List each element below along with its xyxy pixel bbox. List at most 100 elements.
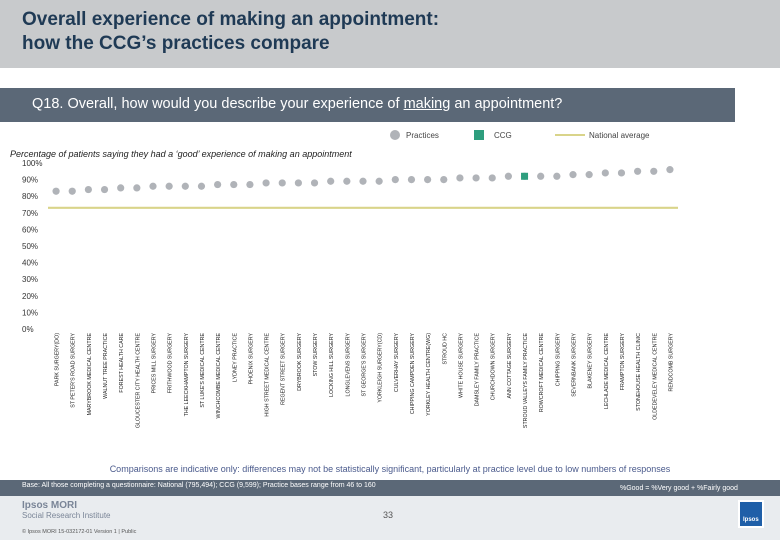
category-label: PARK SURGERY(DO) — [55, 333, 61, 386]
logo-line-1: Ipsos MORI — [22, 500, 78, 511]
practice-point — [52, 187, 60, 195]
category-label: SEVERNBANK SURGERY — [572, 333, 578, 397]
practice-point — [181, 182, 189, 190]
practice-point — [117, 184, 125, 192]
y-tick-label: 10% — [22, 308, 38, 317]
practice-point — [650, 167, 658, 175]
category-label: LYDNEY PRACTICE — [232, 333, 238, 382]
y-tick-label: 30% — [22, 275, 38, 284]
legend-practice-dot — [390, 130, 400, 140]
legend-practices-label: Practices — [406, 131, 439, 140]
category-label: REGENT STREET SURGERY — [281, 333, 287, 405]
question-text: Q18. Overall, how would you describe you… — [32, 96, 562, 112]
category-label: LECHLADE MEDICAL CENTRE — [604, 333, 610, 410]
y-tick-label: 40% — [22, 259, 38, 268]
category-label: FRAMPTON SURGERY — [620, 333, 626, 391]
question-text-before: Q18. Overall, how would you describe you… — [32, 96, 404, 112]
y-tick-label: 90% — [22, 176, 38, 185]
category-label: LONGLEVENS SURGERY — [345, 333, 351, 397]
national-line-icon — [555, 134, 585, 136]
chart-container: 100% 90% 80% 70% 60% 50% 40% 30% 20% 10% 0% PARK SU… — [0, 140, 780, 470]
practice-point — [197, 182, 206, 190]
practice-point — [133, 184, 141, 192]
category-label: ST GEORGE'S SURGERY — [362, 333, 368, 397]
practice-point — [569, 171, 577, 179]
practice-point — [666, 166, 674, 174]
practice-point — [424, 176, 432, 184]
practice-point — [359, 177, 367, 185]
practice-point — [246, 180, 254, 189]
category-label: CHIPPING CAMPDEN SURGERY — [410, 333, 416, 415]
y-tick-label: 100% — [22, 159, 42, 168]
legend-practices: Practices — [388, 128, 439, 142]
practice-point — [601, 169, 609, 177]
category-label: OLDEDEVELEY MEDICAL CENTRE — [652, 333, 658, 420]
question-text-after: an appointment? — [450, 96, 563, 112]
copyright: © Ipsos MORI 15-032172-01 Version 1 | Pu… — [22, 529, 137, 535]
good-definition: %Good = %Very good + %Fairly good — [620, 485, 738, 492]
practice-point — [472, 174, 480, 182]
category-label: WINCHCOMBE MEDICAL CENTRE — [216, 333, 222, 419]
practice-point — [310, 179, 319, 187]
practice-point — [68, 187, 76, 195]
practice-point — [504, 172, 512, 180]
base-text: Base: All those completing a questionnai… — [22, 482, 376, 489]
practice-point — [537, 172, 545, 180]
category-label: YORKLEY HEALTH CENTRE(WG) — [426, 333, 432, 416]
chart-svg: 100% 90% 80% 70% 60% 50% 40% 30% 20% 10% 0% PARK SU… — [22, 159, 678, 429]
y-tick-label: 60% — [22, 225, 38, 234]
category-label: STONEHOUSE HEALTH CLINIC — [636, 333, 642, 411]
footnote: Comparisons are indicative only: differe… — [109, 464, 671, 474]
category-label: WALNUT TREE PRACTICE — [103, 333, 109, 399]
practice-point — [100, 185, 109, 194]
practice-point — [327, 177, 335, 185]
ccg-marker-icon — [474, 130, 484, 140]
category-label: DRYBROOK SURGERY — [297, 333, 303, 391]
practice-point — [262, 179, 270, 187]
category-label: STOW SURGERY — [313, 333, 319, 377]
y-tick-label: 0% — [22, 325, 34, 334]
legend-ccg-label: CCG — [494, 131, 512, 140]
page-title: Overall experience of making an appointm… — [22, 9, 440, 54]
category-label: ST PETER'S ROAD SURGERY — [71, 333, 77, 408]
practice-point — [456, 174, 464, 182]
category-label: PRICES MILL SURGERY — [152, 333, 158, 394]
legend-ccg-square — [474, 130, 484, 140]
category-label: FRITHWOOD SURGERY — [168, 333, 174, 394]
logo-line-2: Social Research Institute — [22, 511, 111, 520]
category-label: ROWCROFT MEDICAL CENTRE — [539, 333, 545, 413]
practice-point — [278, 179, 286, 187]
ipsos-mori-logo: Ipsos MORI Social Research Institute — [22, 500, 117, 520]
category-label: FOREST HEALTH CARE — [119, 333, 125, 393]
category-label: BLAKENEY SURGERY — [588, 333, 594, 389]
practice-point — [488, 174, 496, 182]
y-tick-label: 50% — [22, 242, 38, 251]
ipsos-badge-text: Ipsos — [743, 517, 759, 523]
category-label: ST LUKE'S MEDICAL CENTRE — [200, 333, 206, 408]
legend-ccg: CCG — [472, 128, 512, 142]
category-label: THE LEECKHAMPTON SURGERY — [184, 333, 190, 417]
question-text-underlined: making — [403, 96, 451, 112]
ipsos-badge-logo: Ipsos — [738, 500, 764, 528]
legend-national-label: National average — [589, 131, 650, 140]
question-band — [0, 88, 735, 122]
practice-point — [165, 182, 173, 190]
y-tick-label: 20% — [22, 292, 38, 301]
category-label: STROUD HC — [442, 333, 448, 365]
practice-point — [440, 176, 448, 184]
category-label: YORKLEIGH SURGERY(CD) — [378, 333, 384, 403]
category-label: MARYBROOK MEDICAL CENTRE — [87, 333, 93, 416]
practice-point — [343, 177, 351, 185]
category-label: GLOUCESTER CITY HEALTH CENTRE — [135, 333, 141, 429]
practice-point — [375, 177, 383, 185]
y-tick-label: 70% — [22, 209, 38, 218]
category-label: ANN COTTAGE SURGERY — [507, 333, 513, 399]
category-label: HIGH STREET MEDICAL CENTRE — [265, 333, 271, 417]
practice-point — [149, 182, 157, 190]
practice-point — [585, 171, 593, 179]
practice-point — [84, 185, 92, 194]
practice-point — [617, 169, 626, 177]
practice-marker-icon — [390, 130, 400, 140]
practice-point — [634, 167, 642, 175]
category-label: PHOENIX SURGERY — [248, 333, 254, 385]
